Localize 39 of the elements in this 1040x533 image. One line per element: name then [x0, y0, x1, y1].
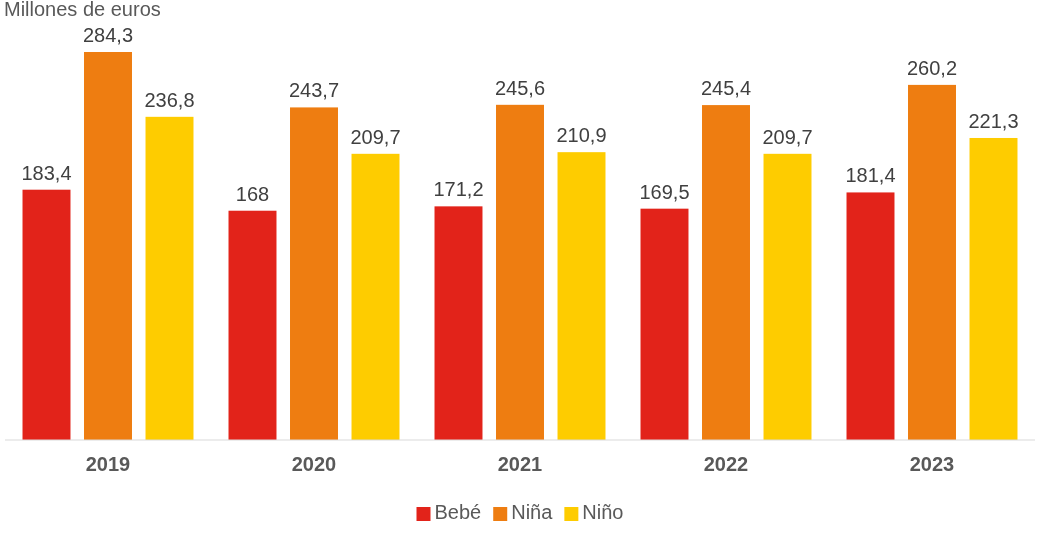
legend-label: Bebé	[434, 501, 482, 523]
data-label: 221,3	[968, 109, 1019, 132]
bar	[434, 206, 483, 440]
x-tick-label: 2022	[703, 453, 749, 475]
data-label: 245,4	[700, 77, 752, 100]
bar	[702, 105, 750, 440]
bar	[908, 84, 956, 440]
bar	[557, 152, 606, 440]
data-label: 181,4	[845, 164, 896, 187]
bar	[351, 153, 400, 440]
legend-label: Niño	[582, 501, 624, 523]
bar	[763, 153, 812, 440]
data-label: 169,5	[639, 180, 690, 203]
data-label: 243,7	[288, 79, 340, 102]
data-label: 171,2	[433, 178, 484, 201]
bar	[496, 104, 544, 440]
data-label: 168	[235, 182, 270, 205]
data-label: 183,4	[21, 161, 72, 184]
bar	[22, 189, 71, 440]
data-label: 284,3	[82, 24, 134, 46]
x-tick-label: 2023	[909, 453, 955, 475]
data-label: 245,6	[494, 76, 546, 99]
data-label: 236,8	[144, 88, 195, 111]
y-axis-title: Millones de euros	[4, 0, 161, 20]
x-tick-label: 2020	[291, 453, 337, 475]
bar	[84, 52, 132, 440]
bar	[846, 192, 895, 440]
legend-label: Niña	[511, 501, 554, 523]
data-label: 209,7	[350, 125, 401, 148]
data-label: 209,7	[762, 125, 813, 148]
bar	[969, 137, 1018, 440]
bar	[228, 210, 277, 440]
bar	[290, 107, 338, 440]
bar	[640, 208, 689, 440]
bar	[145, 116, 194, 440]
x-tick-label: 2021	[497, 453, 543, 475]
data-label: 260,2	[906, 56, 958, 79]
x-tick-label: 2019	[85, 453, 131, 475]
data-label: 210,9	[556, 124, 607, 147]
